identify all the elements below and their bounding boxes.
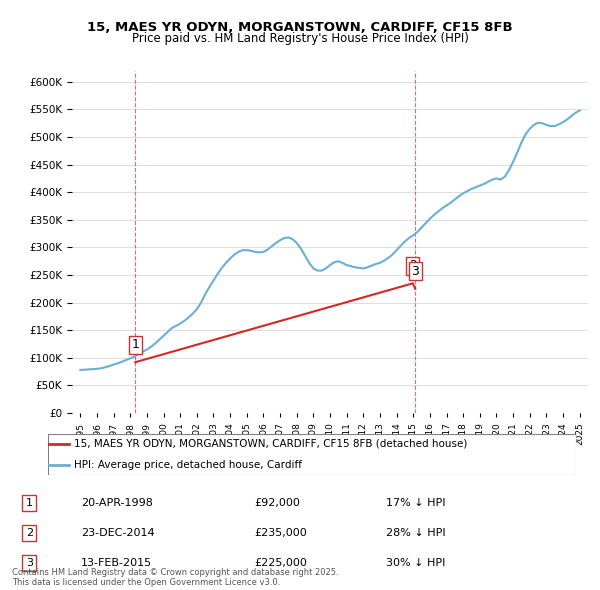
Text: 15, MAES YR ODYN, MORGANSTOWN, CARDIFF, CF15 8FB (detached house): 15, MAES YR ODYN, MORGANSTOWN, CARDIFF, … bbox=[74, 439, 468, 449]
Text: 20-APR-1998: 20-APR-1998 bbox=[81, 498, 153, 508]
Text: 2: 2 bbox=[26, 528, 33, 538]
FancyBboxPatch shape bbox=[48, 434, 576, 475]
Text: £225,000: £225,000 bbox=[254, 558, 307, 568]
Text: 3: 3 bbox=[26, 558, 33, 568]
Text: 13-FEB-2015: 13-FEB-2015 bbox=[81, 558, 152, 568]
Text: £92,000: £92,000 bbox=[254, 498, 300, 508]
Text: 17% ↓ HPI: 17% ↓ HPI bbox=[386, 498, 446, 508]
Text: 23-DEC-2014: 23-DEC-2014 bbox=[81, 528, 155, 538]
Text: 2: 2 bbox=[409, 259, 417, 272]
Text: £235,000: £235,000 bbox=[254, 528, 307, 538]
Text: 3: 3 bbox=[411, 265, 419, 278]
Text: Contains HM Land Registry data © Crown copyright and database right 2025.
This d: Contains HM Land Registry data © Crown c… bbox=[12, 568, 338, 587]
Text: 1: 1 bbox=[131, 338, 139, 351]
Text: 28% ↓ HPI: 28% ↓ HPI bbox=[386, 528, 446, 538]
Text: 1: 1 bbox=[26, 498, 33, 508]
Text: HPI: Average price, detached house, Cardiff: HPI: Average price, detached house, Card… bbox=[74, 460, 302, 470]
Text: Price paid vs. HM Land Registry's House Price Index (HPI): Price paid vs. HM Land Registry's House … bbox=[131, 32, 469, 45]
Text: 30% ↓ HPI: 30% ↓ HPI bbox=[386, 558, 446, 568]
Text: 15, MAES YR ODYN, MORGANSTOWN, CARDIFF, CF15 8FB: 15, MAES YR ODYN, MORGANSTOWN, CARDIFF, … bbox=[87, 21, 513, 34]
